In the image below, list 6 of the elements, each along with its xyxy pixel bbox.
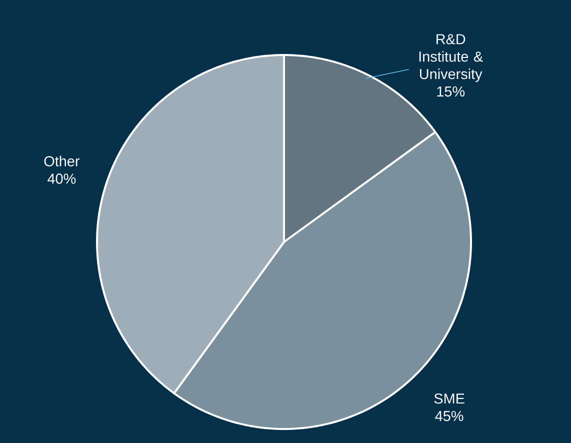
slice-label: Other	[44, 156, 80, 166]
slice-label: SME	[434, 393, 464, 404]
data-label: 45%	[435, 410, 464, 422]
data-label: 15%	[437, 86, 465, 97]
data-label: 40%	[48, 174, 76, 184]
slice-label: R&D Institute & University	[419, 34, 483, 82]
